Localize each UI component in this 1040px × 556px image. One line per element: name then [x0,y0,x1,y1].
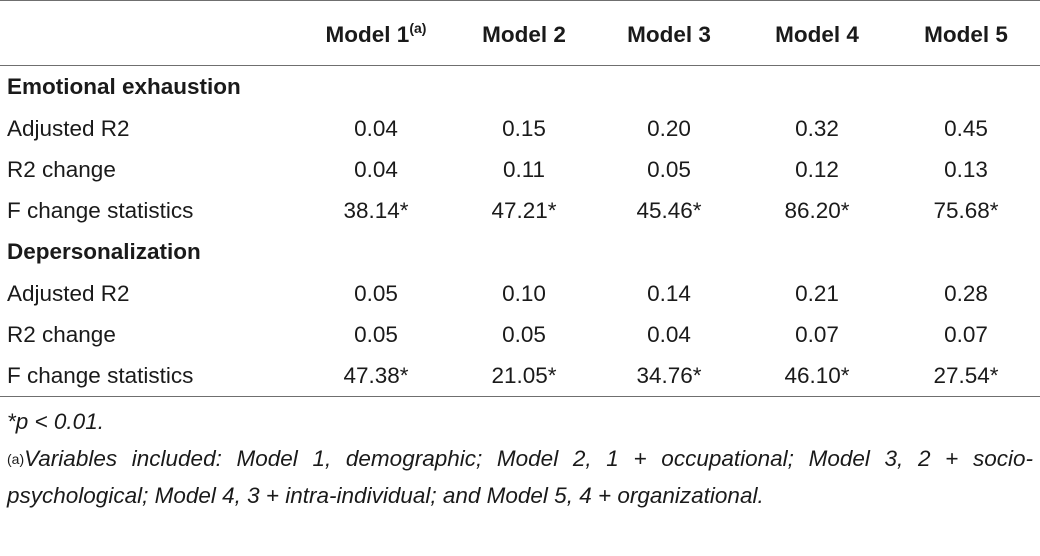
header-model-1-label: Model 1 [325,22,410,47]
table-row: F change statistics 38.14* 47.21* 45.46*… [0,190,1040,231]
table-cell: 0.20 [647,115,691,141]
table-cell: 47.21* [491,197,557,223]
table-row: R2 change 0.04 0.11 0.05 0.12 0.13 [0,149,1040,190]
table-cell: 0.05 [354,280,398,306]
table-cell: 0.11 [502,156,546,182]
table-cell: 0.45 [944,115,988,141]
table-cell: 0.14 [647,280,691,306]
table-cell: 27.54* [933,362,999,388]
row-label: F change statistics [7,362,194,388]
footnote-mark-a: (a) [7,451,25,467]
table-cell: 0.05 [647,156,691,182]
section-row-emotional-exhaustion: Emotional exhaustion [0,66,1040,109]
table-cell: 0.28 [944,280,988,306]
section-title: Depersonalization [7,239,201,264]
header-model-5: Model 5 [924,22,1008,47]
row-label: Adjusted R2 [7,115,130,141]
table-cell: 0.05 [502,321,546,347]
table-cell: 46.10* [784,362,850,388]
section-row-depersonalization: Depersonalization [0,231,1040,273]
table-footnotes: *p < 0.01. (a)Variables included: Model … [7,403,1033,514]
table-cell: 0.04 [647,321,691,347]
header-model-2: Model 2 [482,22,566,47]
table-cell: 21.05* [491,362,557,388]
table-cell: 34.76* [636,362,702,388]
table-cell: 0.21 [795,280,839,306]
header-model-3: Model 3 [627,22,711,47]
table-row: R2 change 0.05 0.05 0.04 0.07 0.07 [0,314,1040,355]
table-cell: 0.15 [502,115,546,141]
header-model-1: Model 1(a) [300,1,452,66]
table-row: Adjusted R2 0.04 0.15 0.20 0.32 0.45 [0,108,1040,149]
row-label: Adjusted R2 [7,280,130,306]
table-cell: 0.07 [944,321,988,347]
table-cell: 0.12 [795,156,839,182]
table-cell: 0.04 [354,115,398,141]
table-cell: 0.10 [502,280,546,306]
table-cell: 0.32 [795,115,839,141]
variables-note: (a)Variables included: Model 1, demograp… [7,440,1033,514]
footnote-mark-a: (a) [409,20,427,36]
table-cell: 47.38* [343,362,409,388]
table-cell: 38.14* [343,197,409,223]
header-blank-cell [0,1,300,66]
table-cell: 0.07 [795,321,839,347]
row-label: R2 change [7,321,116,347]
table-cell: 0.05 [354,321,398,347]
header-model-4: Model 4 [775,22,859,47]
table-row: F change statistics 47.38* 21.05* 34.76*… [0,355,1040,397]
section-title: Emotional exhaustion [7,74,241,99]
row-label: R2 change [7,156,116,182]
table-cell: 0.04 [354,156,398,182]
row-label: F change statistics [7,197,194,223]
table-cell: 0.13 [944,156,988,182]
table-cell: 86.20* [784,197,850,223]
variables-note-text: Variables included: Model 1, demographic… [7,446,1033,508]
table-row: Adjusted R2 0.05 0.10 0.14 0.21 0.28 [0,273,1040,314]
table-cell: 75.68* [933,197,999,223]
table-cell: 45.46* [636,197,702,223]
header-row: Model 1(a) Model 2 Model 3 Model 4 Model… [0,0,1040,66]
regression-results-table: Model 1(a) Model 2 Model 3 Model 4 Model… [0,0,1040,397]
significance-note: *p < 0.01. [7,409,104,434]
